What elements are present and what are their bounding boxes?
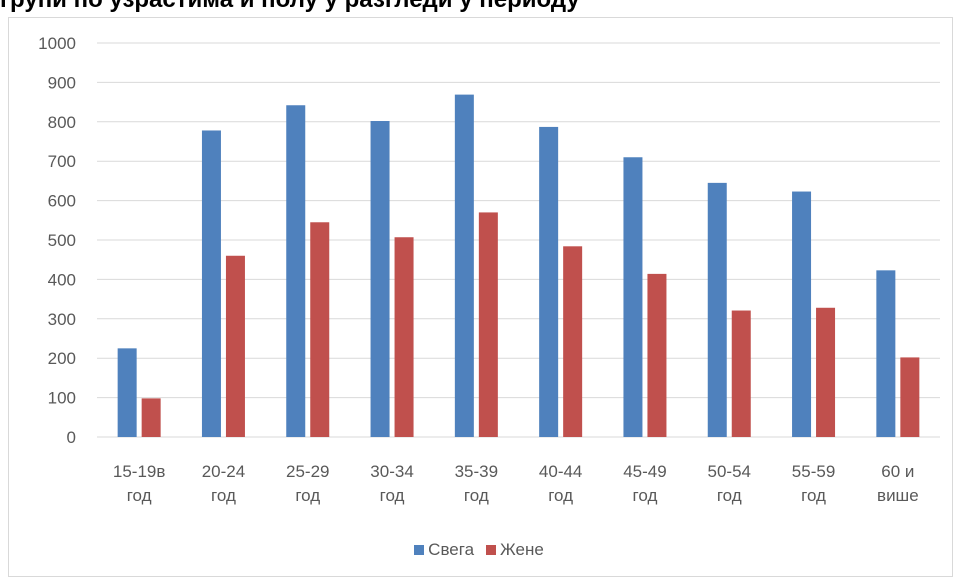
x-axis-labels: 15-19в год 20-24 год 25-29 год 30-34 год 35-39 го… xyxy=(113,462,919,505)
y-tick-label: 700 xyxy=(48,152,76,171)
legend-item-zhene: Жене xyxy=(486,540,544,560)
x-tick-label: год xyxy=(717,486,742,505)
x-tick-label: 35-39 xyxy=(455,462,498,481)
bar-svega xyxy=(286,105,306,437)
bar-svega xyxy=(370,121,390,438)
bar-svega xyxy=(623,157,643,437)
gridlines xyxy=(97,42,940,438)
y-tick-label: 800 xyxy=(48,113,76,132)
bar-zhene xyxy=(647,273,667,437)
bar-zhene xyxy=(563,246,583,437)
y-tick-label: 900 xyxy=(48,73,76,92)
x-tick-label: 50-54 xyxy=(708,462,751,481)
bar-svega xyxy=(454,94,474,437)
y-tick-label: 200 xyxy=(48,349,76,368)
bar-svega xyxy=(792,191,812,437)
x-tick-label: 60 и xyxy=(881,462,914,481)
y-tick-label: 300 xyxy=(48,310,76,329)
bar-zhene xyxy=(900,357,920,437)
bar-zhene xyxy=(310,222,330,437)
bar-svega xyxy=(117,348,137,437)
x-tick-label: год xyxy=(295,486,320,505)
x-tick-label: год xyxy=(380,486,405,505)
y-tick-label: 400 xyxy=(48,270,76,289)
x-tick-label: год xyxy=(633,486,658,505)
x-tick-label: год xyxy=(127,486,152,505)
x-tick-label: 45-49 xyxy=(623,462,666,481)
bar-zhene xyxy=(225,255,245,437)
bar-zhene xyxy=(394,237,414,437)
legend-label: Свега xyxy=(428,540,475,559)
x-tick-label: год xyxy=(464,486,489,505)
x-tick-label: 40-44 xyxy=(539,462,582,481)
bar-zhene xyxy=(731,310,751,437)
legend-swatch xyxy=(486,545,497,555)
legend: Свега Жене xyxy=(0,540,958,560)
bars xyxy=(117,94,920,438)
y-tick-label: 1000 xyxy=(38,34,76,53)
x-tick-label: више xyxy=(877,486,919,505)
bar-svega xyxy=(707,182,727,437)
bar-zhene xyxy=(141,398,161,437)
x-tick-label: 25-29 xyxy=(286,462,329,481)
x-tick-label: год xyxy=(548,486,573,505)
y-tick-label: 0 xyxy=(67,428,76,447)
x-tick-label: 30-34 xyxy=(370,462,413,481)
y-axis-ticks: 0 100 200 300 400 500 600 700 800 900 1000 xyxy=(38,34,76,447)
y-tick-label: 100 xyxy=(48,389,76,408)
bar-zhene xyxy=(478,212,498,437)
bar-zhene xyxy=(816,307,836,437)
y-tick-label: 600 xyxy=(48,192,76,211)
bar-svega xyxy=(539,126,559,437)
x-tick-label: 15-19в xyxy=(113,462,166,481)
legend-item-svega: Свега xyxy=(414,540,474,560)
bar-svega xyxy=(201,130,221,437)
legend-swatch xyxy=(414,545,425,555)
x-tick-label: год xyxy=(801,486,826,505)
x-tick-label: 55-59 xyxy=(792,462,835,481)
y-tick-label: 500 xyxy=(48,231,76,250)
x-tick-label: 20-24 xyxy=(202,462,245,481)
legend-label: Жене xyxy=(500,540,544,559)
x-tick-label: год xyxy=(211,486,236,505)
page-title: групи по узрастима и полу у разгледи у п… xyxy=(0,0,958,16)
bar-svega xyxy=(876,270,896,437)
